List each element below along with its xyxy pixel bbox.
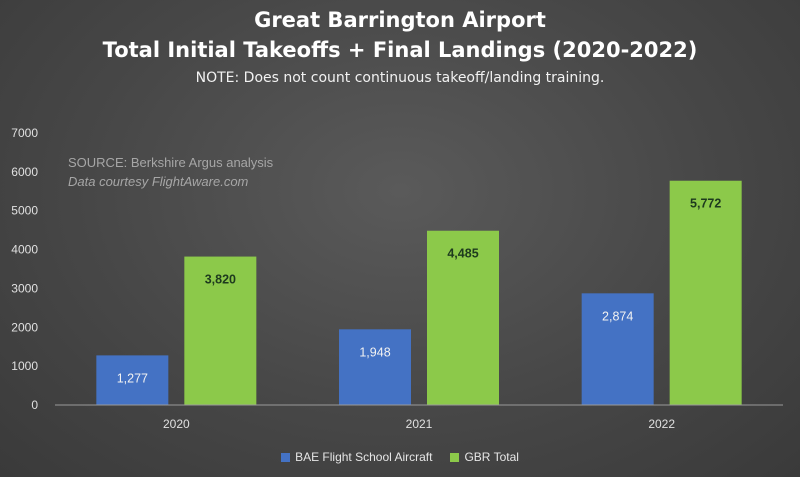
bar-bae-2021 — [339, 329, 411, 405]
bar-gbr-2020 — [184, 256, 257, 405]
data-label-gbr-2021: 4,485 — [447, 247, 478, 261]
y-tick-label: 1000 — [11, 359, 38, 373]
y-tick-label: 0 — [31, 398, 38, 412]
x-tick-label: 2020 — [163, 417, 190, 431]
chart-subtitle: Total Initial Takeoffs + Final Landings … — [102, 38, 698, 62]
y-tick-label: 5000 — [11, 204, 38, 218]
chart-note: NOTE: Does not count continuous takeoff/… — [195, 70, 605, 86]
legend-swatch-gbr — [450, 452, 460, 462]
x-tick-label: 2022 — [648, 417, 675, 431]
data-label-bae-2021: 1,948 — [359, 345, 390, 359]
data-label-bae-2022: 2,874 — [602, 309, 633, 323]
bar-gbr-2022 — [669, 180, 742, 405]
y-tick-label: 3000 — [11, 281, 38, 295]
source-annotation: SOURCE: Berkshire Argus analysis — [68, 155, 274, 170]
chart-title: Great Barrington Airport — [254, 8, 546, 32]
bar-gbr-2021 — [427, 230, 499, 405]
legend: BAE Flight School Aircraft GBR Total — [0, 450, 800, 464]
data-label-bae-2020: 1,277 — [117, 371, 148, 385]
legend-label-gbr: GBR Total — [464, 450, 519, 464]
data-credit-annotation: Data courtesy FlightAware.com — [68, 174, 249, 189]
legend-swatch-bae — [281, 452, 291, 462]
bar-bae-2022 — [581, 293, 654, 405]
data-label-gbr-2022: 5,772 — [690, 197, 721, 211]
legend-item-bae: BAE Flight School Aircraft — [281, 450, 432, 464]
y-tick-label: 7000 — [11, 126, 38, 140]
y-tick-label: 6000 — [11, 165, 38, 179]
y-tick-label: 2000 — [11, 320, 38, 334]
x-tick-label: 2021 — [406, 417, 433, 431]
legend-item-gbr: GBR Total — [450, 450, 519, 464]
bar-bae-2020 — [96, 355, 169, 405]
y-tick-label: 4000 — [11, 243, 38, 257]
legend-label-bae: BAE Flight School Aircraft — [295, 450, 433, 464]
data-label-gbr-2020: 3,820 — [205, 273, 236, 287]
